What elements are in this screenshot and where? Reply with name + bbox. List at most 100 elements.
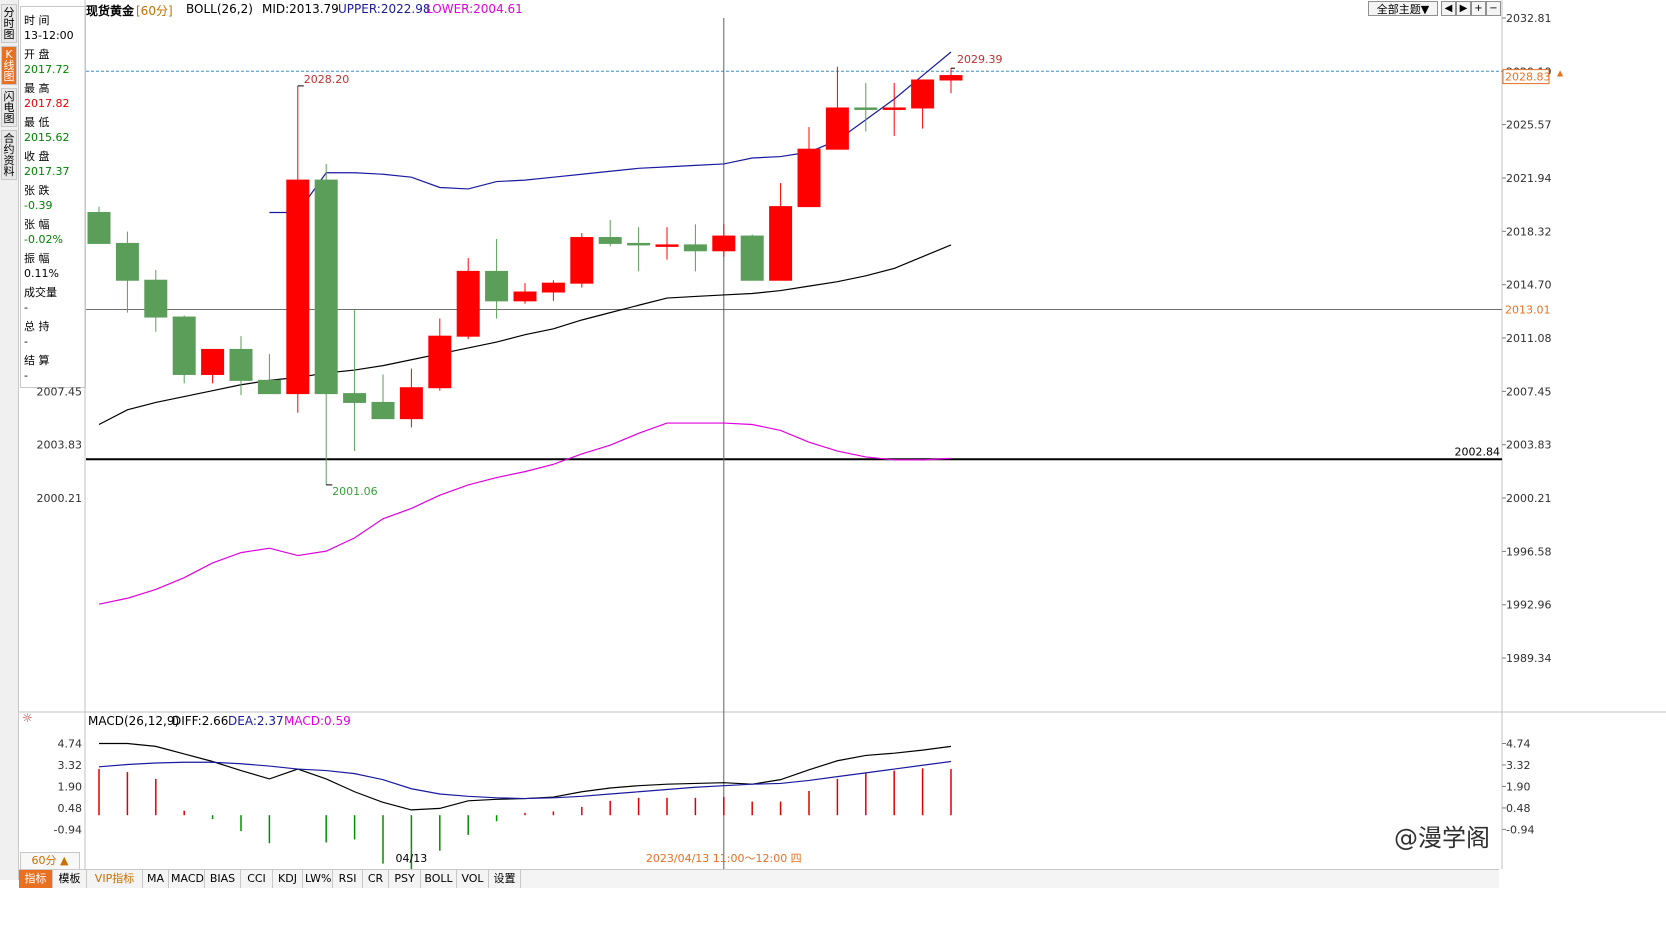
indicator-tab[interactable]: CCI [241,870,273,888]
indicator-tab[interactable]: PSY [389,870,421,888]
candle-body [257,379,281,395]
candle-body [769,206,793,281]
info-value: 0.11% [24,267,59,280]
info-value: -0.39 [24,199,53,212]
indicator-tab[interactable]: VIP指标 [87,870,143,888]
info-value: -0.02% [24,233,63,246]
y-tick-label: 1992.96 [1506,599,1552,612]
indicator-tab[interactable]: KDJ [273,870,303,888]
prev-icon[interactable]: ◀ [1441,1,1456,16]
macd-diff-label: DIFF:2.66 [172,714,228,728]
candle-body [683,244,707,252]
candle-body [456,270,480,337]
info-value: 2015.62 [24,131,70,144]
macd-label: MACD(26,12,9) [88,714,179,728]
candle-body [201,348,225,375]
date-axis-label: 04/13 [396,852,428,865]
indicator-tab[interactable]: BIAS [205,870,241,888]
current-price-box [1502,69,1550,85]
indicator-tab[interactable]: MACD [169,870,205,888]
boll-mid-value: MID:2013.79 [262,2,339,16]
left-y-tick-label: 2003.83 [37,439,83,452]
y-tick-label: 1996.58 [1506,545,1552,558]
candle-body [115,242,139,281]
theme-dropdown-button[interactable]: 全部主题▼ [1368,1,1438,16]
candle-body [428,335,452,389]
info-label: 总 持 [24,320,50,333]
price-arrow-icon: ▲ [1557,68,1564,77]
macd-left-tick-label: 1.90 [58,780,83,793]
indicator-tab[interactable]: VOL [457,870,489,888]
candle-body [627,242,651,246]
boll-mid-line [98,244,952,426]
candle-body [655,244,679,247]
candle-body [87,212,111,244]
info-value: 13-12:00 [24,29,74,42]
high-marker-label: 2028.20 [304,73,350,86]
indicator-tab[interactable]: CR [363,870,389,888]
boll-upper-value: UPPER:2022.98 [338,2,431,16]
y-tick-label: 2025.57 [1506,119,1552,132]
candle-body [712,235,736,252]
candle-body [286,179,310,395]
y-tick-label: 2011.08 [1506,332,1552,345]
indicator-tab[interactable]: 模板 [53,870,87,888]
info-value: - [24,301,28,314]
watermark-text: @漫学阁 [1394,824,1490,852]
candle-body [939,75,963,81]
macd-settings-icon: ☼ [22,711,33,725]
candle-body [144,279,168,318]
info-label: 振 幅 [24,252,50,265]
indicator-tab[interactable]: LW% [303,870,333,888]
y-tick-label: 1989.34 [1506,652,1552,665]
y-tick-label: 2003.83 [1506,439,1552,452]
macd-right-tick-label: 4.74 [1506,737,1531,750]
indicator-tab[interactable]: MA [143,870,169,888]
info-label: 收 盘 [24,150,50,163]
left-y-tick-label: 2000.21 [37,492,83,505]
indicator-tab[interactable]: BOLL [421,870,457,888]
info-label: 时 间 [24,14,50,27]
y-tick-label: 2000.21 [1506,492,1552,505]
indicator-tab[interactable]: 设置 [489,870,521,888]
y-tick-label: 2007.45 [1506,385,1552,398]
candle-body [172,316,196,375]
macd-dea-label: DEA:2.37 [228,714,284,728]
candle-body [229,348,253,381]
candle-body [740,235,764,281]
side-tab-0[interactable]: 分时图 [1,4,17,43]
macd-left-tick-label: 4.74 [58,737,83,750]
info-label: 结 算 [24,354,50,367]
macd-right-tick-label: 0.48 [1506,802,1531,815]
macd-dea-line [98,760,952,800]
indicator-tab[interactable]: RSI [333,870,363,888]
info-value: - [24,335,28,348]
zoom-in-icon[interactable]: + [1471,1,1486,16]
zoom-out-icon[interactable]: − [1486,1,1501,16]
period-selector[interactable]: 60分 ▲ [20,852,80,870]
macd-left-tick-label: -0.94 [54,823,82,836]
candle-body [854,107,878,110]
instrument-name: 现货黄金 [86,4,135,18]
macd-left-tick-label: 0.48 [58,802,83,815]
macd-left-tick-label: 3.32 [58,759,83,772]
boll-indicator-label: BOLL(26,2) [186,2,253,16]
macd-diff-line [99,742,952,811]
next-icon[interactable]: ▶ [1456,1,1471,16]
macd-right-tick-label: 3.32 [1506,759,1531,772]
info-label: 张 跌 [24,184,50,197]
macd-right-tick-label: -0.94 [1506,823,1534,836]
side-tab-3[interactable]: 合约资料 [1,130,17,180]
horizontal-level-label: 2013.01 [1505,304,1551,317]
candle-body [371,401,395,420]
low-marker-label: 2001.06 [332,485,378,498]
info-label: 最 低 [24,116,50,129]
info-value: 2017.82 [24,97,70,110]
info-label: 张 幅 [24,218,50,231]
candle-body [343,393,367,403]
candle-body [399,387,423,420]
indicator-tab[interactable]: 指标 [19,870,53,888]
side-tab-2[interactable]: 闪电图 [1,88,17,127]
